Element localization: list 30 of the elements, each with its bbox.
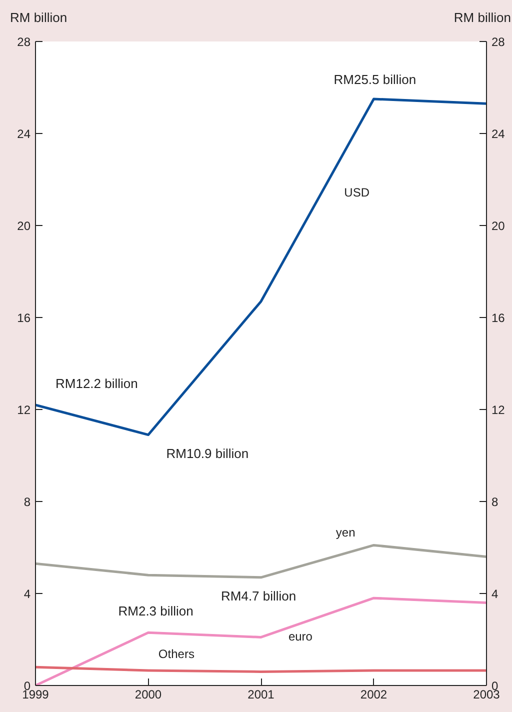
y-tick-label: 20 <box>17 219 31 233</box>
series-label: Others <box>158 646 194 661</box>
y-tick-label: 4 <box>24 587 31 601</box>
y2-tick-label: 4 <box>492 587 498 601</box>
y-tick-label: 28 <box>17 35 31 49</box>
y2-tick-label: 8 <box>492 495 498 509</box>
line-series <box>36 98 486 436</box>
annotation: RM12.2 billion <box>56 376 138 391</box>
y2-tick-label: 20 <box>492 219 506 233</box>
y2-tick-label: 24 <box>492 127 506 141</box>
annotation: RM10.9 billion <box>166 446 249 461</box>
annotation: RM2.3 billion <box>118 604 194 619</box>
x-tick-label: 2001 <box>248 688 275 702</box>
y-tick-label: 8 <box>24 495 31 509</box>
y-tick-label: 16 <box>17 311 31 325</box>
series-label: yen <box>336 525 356 540</box>
x-tick-label: 2002 <box>360 688 388 702</box>
x-tick-label: 2000 <box>134 688 162 702</box>
series-label: euro <box>288 630 313 644</box>
series-label: USD <box>344 185 370 200</box>
y2-axis-title: RM billion <box>454 9 511 27</box>
y-tick-label: 24 <box>17 127 31 141</box>
annotation: RM4.7 billion <box>221 588 296 604</box>
y-tick-label: 12 <box>17 403 31 417</box>
y-axis-title: RM billion <box>10 9 68 27</box>
y2-tick-label: 12 <box>492 403 506 417</box>
y2-tick-label: 16 <box>492 311 506 325</box>
annotation: RM25.5 billion <box>334 72 416 87</box>
line-series <box>36 544 486 579</box>
y2-tick-label: 28 <box>492 35 506 49</box>
